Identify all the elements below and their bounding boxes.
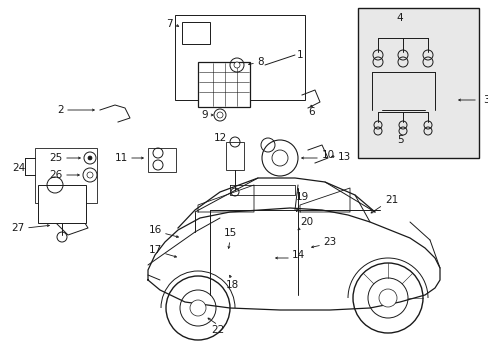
Text: 3: 3 [482,95,488,105]
Text: 2: 2 [57,105,64,115]
Text: 14: 14 [291,250,305,260]
Bar [175,15,305,100]
Bar [225,142,244,170]
Text: 22: 22 [211,325,224,335]
Text: 21: 21 [384,195,397,205]
Text: 12: 12 [213,133,226,143]
Text: 1: 1 [296,50,303,60]
Text: 19: 19 [295,192,308,202]
Text: 11: 11 [115,153,128,163]
Circle shape [87,172,93,178]
Text: 4: 4 [396,13,403,23]
Text: 25: 25 [50,153,63,163]
Bar [357,8,478,158]
Circle shape [217,112,223,118]
Bar [35,148,97,203]
Text: 6: 6 [308,107,315,117]
Text: 16: 16 [148,225,162,235]
Circle shape [378,289,396,307]
Text: 26: 26 [50,170,63,180]
Circle shape [234,62,240,68]
Text: 17: 17 [148,245,162,255]
Bar [38,185,86,223]
Text: 18: 18 [225,280,238,290]
Text: 27: 27 [12,223,25,233]
Bar [198,62,249,107]
Text: 5: 5 [396,135,403,145]
Circle shape [190,300,205,316]
Text: 9: 9 [201,110,207,120]
Text: 20: 20 [299,217,312,227]
Text: 13: 13 [337,152,350,162]
Text: 8: 8 [257,57,263,67]
Circle shape [271,150,287,166]
Text: 23: 23 [323,237,336,247]
Text: 15: 15 [223,228,236,238]
Bar [148,148,176,172]
Text: 10: 10 [321,150,334,160]
Bar [182,22,209,44]
Text: 24: 24 [12,163,25,173]
Circle shape [88,156,92,160]
Text: 7: 7 [166,19,173,29]
